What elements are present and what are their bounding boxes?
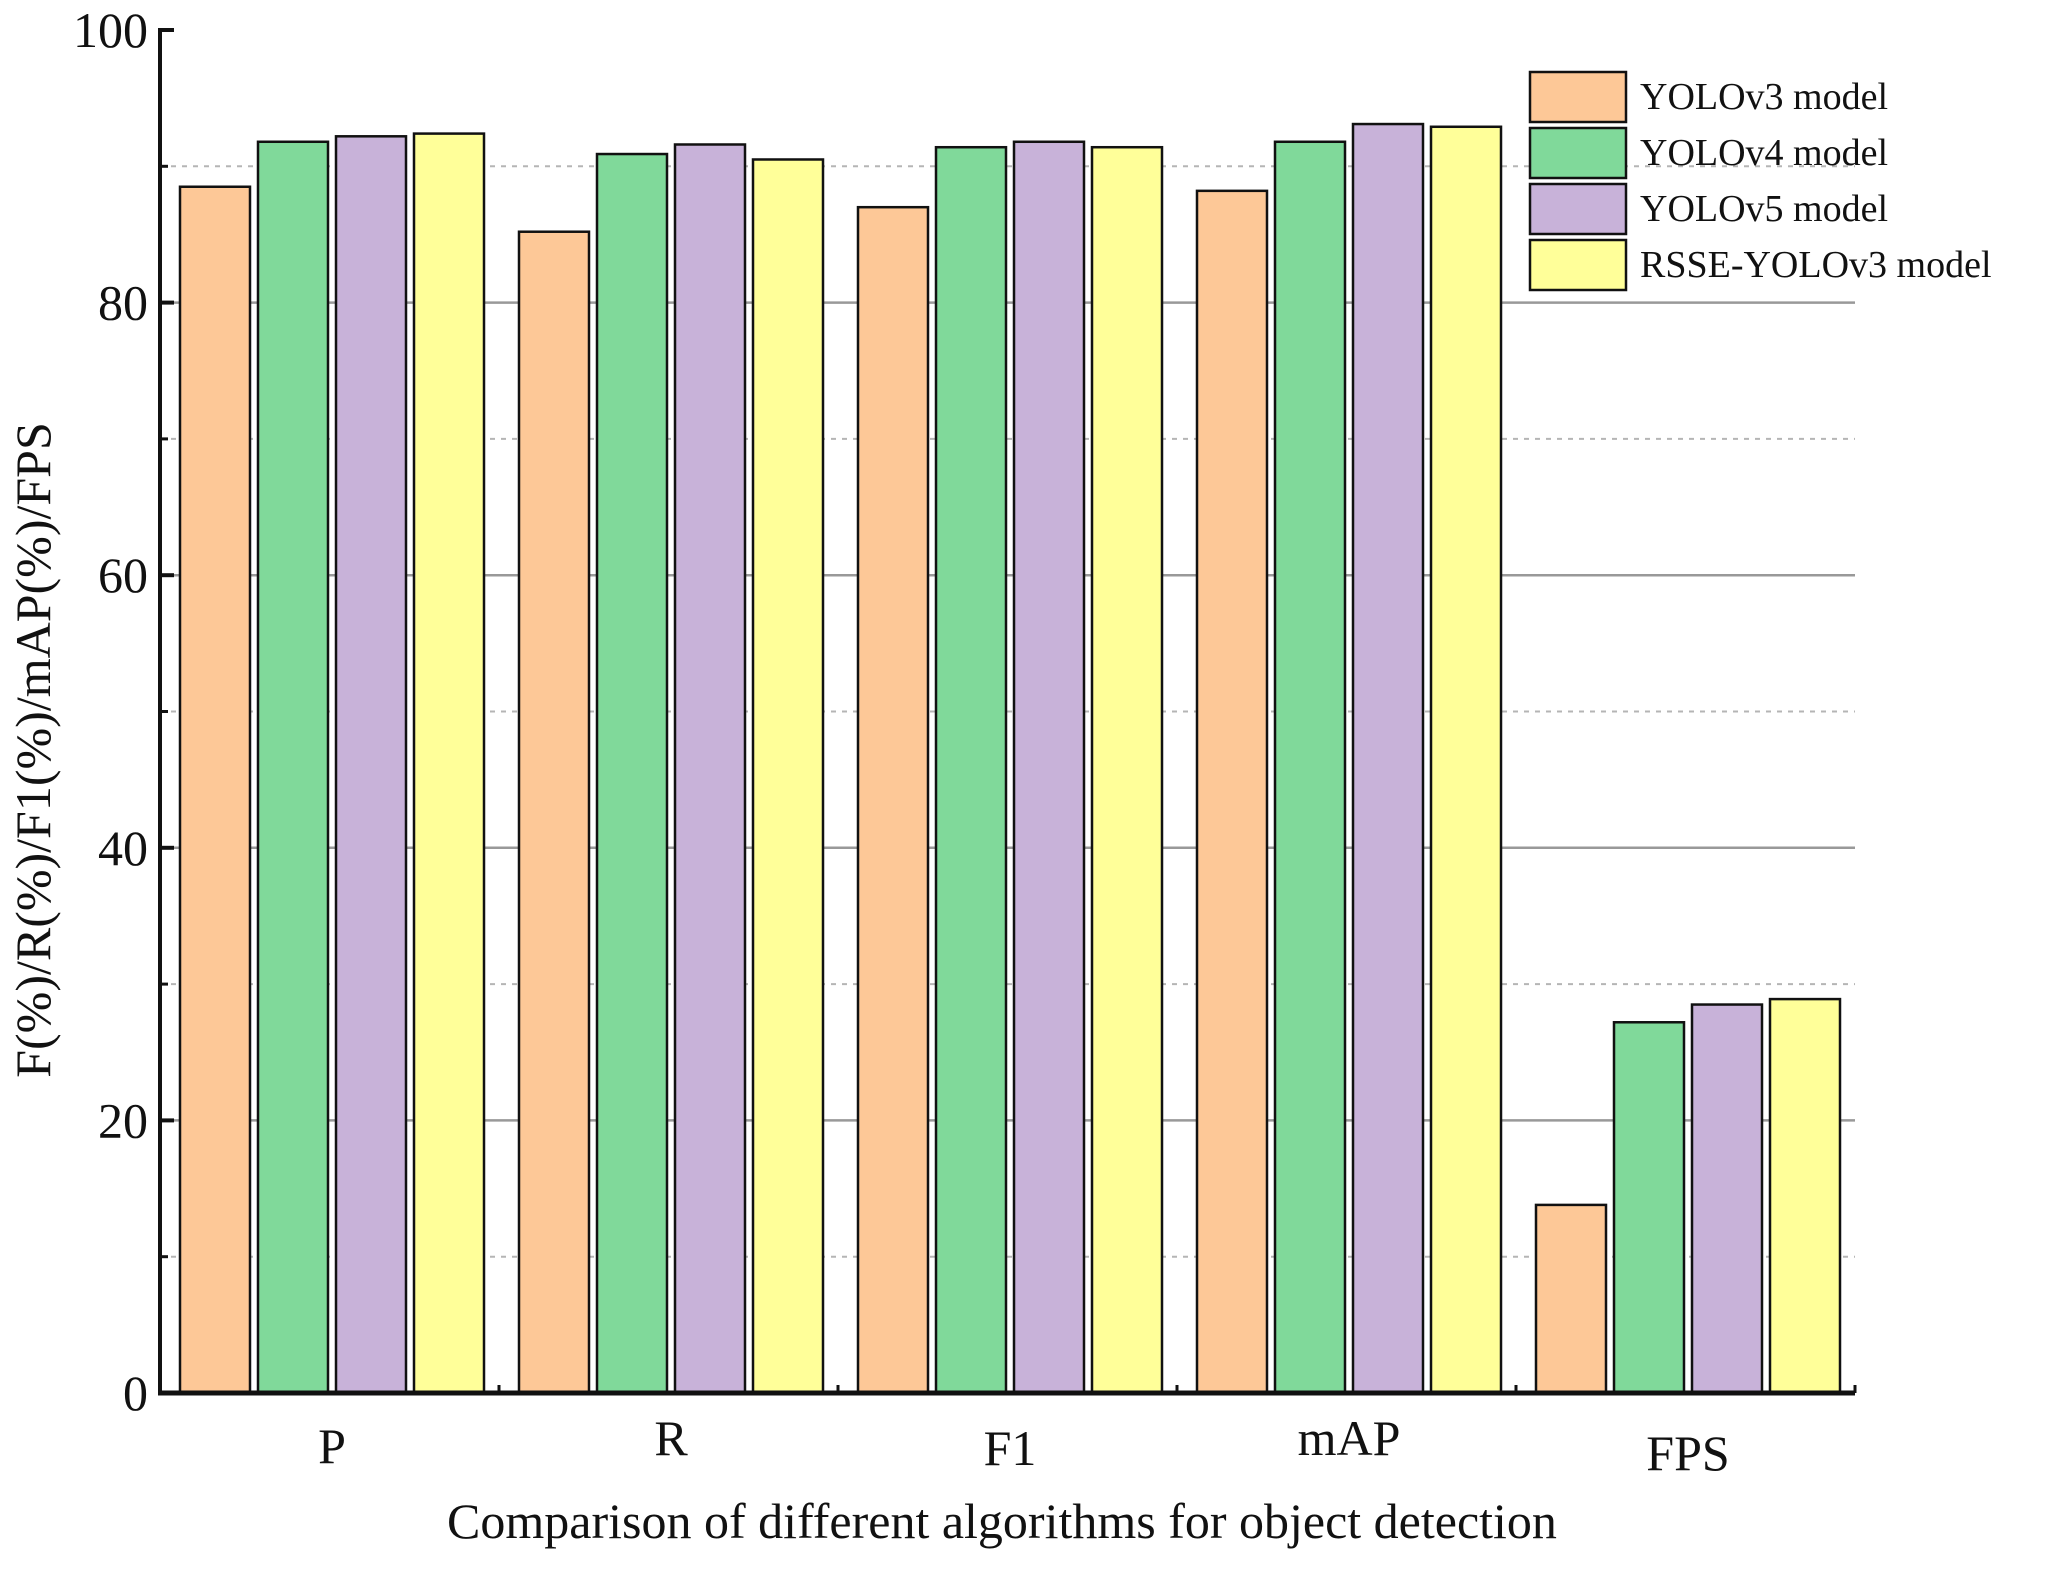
legend-swatch-yolov3-model (1528, 70, 1628, 124)
bar-yolov5-model-map (1351, 122, 1425, 1395)
bar-yolov4-model-map (1273, 140, 1347, 1395)
bar-yolov3-model-f1 (856, 205, 930, 1395)
bar-yolov5-model-p (334, 135, 408, 1395)
category-label-fps: FPS (1646, 1425, 1729, 1481)
bar-yolov4-model-f1 (934, 145, 1008, 1395)
y-axis-title: F(%)/R(%)/F1(%)/mAP(%)/FPS (5, 422, 61, 1078)
category-labels: P R F1 mAP FPS (318, 1410, 1730, 1481)
category-label-p: P (318, 1418, 346, 1474)
legend: YOLOv3 model YOLOv4 model YOLOv5 model RSSE… (1528, 70, 1992, 292)
bar-yolov3-model-map (1195, 189, 1269, 1395)
y-tick-label: 100 (73, 2, 148, 58)
y-tick-label: 20 (98, 1092, 148, 1148)
category-label-map: mAP (1298, 1410, 1401, 1466)
legend-label: YOLOv4 model (1640, 132, 1888, 174)
legend-swatch-yolov4-model (1528, 126, 1628, 180)
bar-yolov4-model-p (256, 140, 330, 1395)
legend-swatch-rsse-yolov3-model (1528, 238, 1628, 292)
y-tick-label: 60 (98, 547, 148, 603)
x-axis-title: Comparison of different algorithms for o… (447, 1493, 1557, 1549)
ticks-layer: 0 20 40 60 80 100 (73, 2, 174, 1421)
bar-rsse-yolov3-model-map (1429, 125, 1503, 1395)
bar-yolov5-model-f1 (1012, 140, 1086, 1395)
bar-rsse-yolov3-model-r (751, 158, 825, 1395)
bar-rsse-yolov3-model-p (412, 132, 486, 1395)
legend-swatch-yolov5-model (1528, 182, 1628, 236)
y-tick-label: 80 (98, 275, 148, 331)
y-tick-label: 0 (123, 1365, 148, 1421)
y-tick-label: 40 (98, 820, 148, 876)
bar-yolov4-model-fps (1612, 1021, 1686, 1395)
legend-label: RSSE-YOLOv3 model (1640, 244, 1992, 286)
category-label-r: R (654, 1410, 688, 1466)
bar-yolov4-model-r (595, 152, 669, 1395)
bar-rsse-yolov3-model-f1 (1090, 145, 1164, 1395)
category-label-f1: F1 (984, 1420, 1037, 1476)
bar-yolov5-model-r (673, 143, 747, 1395)
legend-label: YOLOv5 model (1640, 188, 1888, 230)
bar-yolov3-model-fps (1534, 1203, 1608, 1395)
bar-rsse-yolov3-model-fps (1768, 997, 1842, 1395)
bar-yolov3-model-p (178, 185, 252, 1395)
legend-label: YOLOv3 model (1640, 76, 1888, 118)
bar-yolov5-model-fps (1690, 1003, 1764, 1395)
bar-yolov3-model-r (517, 230, 591, 1395)
bars-layer (178, 122, 1842, 1395)
